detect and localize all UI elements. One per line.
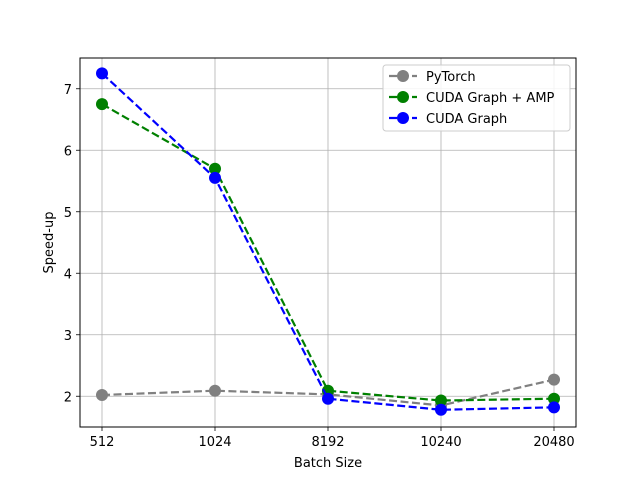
x-tick-label: 10240	[420, 435, 461, 450]
legend: PyTorch CUDA Graph + AMP CUDA Graph	[382, 64, 571, 132]
data-point	[209, 384, 221, 397]
y-tick-label: 5	[64, 206, 72, 221]
x-tick-label: 512	[90, 435, 115, 450]
series-line	[101, 103, 555, 402]
legend-marker	[397, 112, 409, 124]
series-line	[101, 72, 555, 411]
legend-label: PyTorch	[426, 70, 476, 85]
data-point	[209, 162, 221, 175]
legend-entry: CUDA Graph	[389, 112, 507, 127]
legend-marker	[397, 70, 409, 82]
y-tick-label: 3	[64, 329, 72, 344]
data-point	[96, 67, 108, 80]
ticks: 512 1024 8192 10240 20480 2 3 4 5 6 7	[64, 83, 575, 450]
series-2	[96, 67, 560, 416]
data-point	[96, 389, 108, 402]
data-point	[548, 401, 560, 414]
data-point	[209, 171, 221, 184]
data-point	[548, 392, 560, 405]
y-tick-label: 2	[64, 390, 72, 405]
series-1	[96, 98, 560, 407]
data-point	[96, 98, 108, 111]
y-tick-label: 6	[64, 144, 72, 159]
y-tick-label: 7	[64, 83, 72, 98]
legend-label: CUDA Graph	[426, 112, 507, 127]
x-axis-label: Batch Size	[294, 456, 362, 471]
legend-entry: PyTorch	[389, 70, 476, 85]
legend-entry: CUDA Graph + AMP	[389, 91, 555, 106]
data-point	[435, 394, 447, 407]
data-point	[548, 373, 560, 386]
legend-label: CUDA Graph + AMP	[426, 91, 555, 106]
legend-box	[382, 64, 571, 132]
x-tick-label: 1024	[198, 435, 231, 450]
legend-marker	[397, 91, 409, 103]
y-axis-label: Speed-up	[42, 212, 57, 274]
data-point	[322, 392, 334, 405]
data-point	[435, 403, 447, 416]
y-tick-label: 4	[64, 267, 72, 282]
x-tick-label: 20480	[533, 435, 574, 450]
x-tick-label: 8192	[311, 435, 344, 450]
series-layer	[96, 67, 560, 416]
